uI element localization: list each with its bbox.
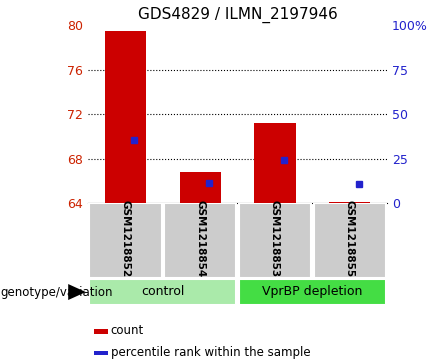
Bar [329, 201, 370, 203]
Text: percentile rank within the sample: percentile rank within the sample [111, 346, 310, 359]
Bar [239, 279, 386, 305]
Text: VprBP depletion: VprBP depletion [262, 285, 363, 298]
Bar [94, 351, 108, 355]
Text: genotype/variation: genotype/variation [0, 286, 113, 299]
Text: control: control [141, 285, 184, 298]
Bar [105, 31, 146, 203]
Text: GSM1218854: GSM1218854 [195, 200, 205, 278]
Bar [180, 172, 221, 203]
Text: count: count [111, 324, 144, 337]
Bar [89, 203, 161, 278]
Polygon shape [68, 284, 86, 300]
Text: GSM1218855: GSM1218855 [345, 200, 355, 278]
Text: GSM1218853: GSM1218853 [270, 200, 280, 278]
Title: GDS4829 / ILMN_2197946: GDS4829 / ILMN_2197946 [138, 7, 337, 23]
Bar [254, 123, 296, 203]
Bar [239, 203, 311, 278]
Bar [94, 329, 108, 334]
Bar [314, 203, 386, 278]
Bar [164, 203, 236, 278]
Text: GSM1218852: GSM1218852 [121, 200, 130, 278]
Bar [89, 279, 236, 305]
